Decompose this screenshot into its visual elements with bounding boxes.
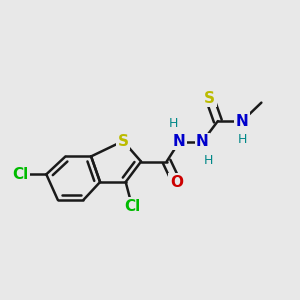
Text: Cl: Cl bbox=[124, 199, 140, 214]
Text: H: H bbox=[204, 154, 214, 167]
Text: N: N bbox=[196, 134, 209, 149]
Text: N: N bbox=[236, 114, 248, 129]
Text: N: N bbox=[173, 134, 186, 149]
Text: O: O bbox=[170, 175, 183, 190]
Text: H: H bbox=[238, 133, 247, 146]
Text: S: S bbox=[118, 134, 129, 148]
Text: Cl: Cl bbox=[13, 167, 29, 182]
Text: S: S bbox=[204, 91, 215, 106]
Text: H: H bbox=[169, 117, 178, 130]
